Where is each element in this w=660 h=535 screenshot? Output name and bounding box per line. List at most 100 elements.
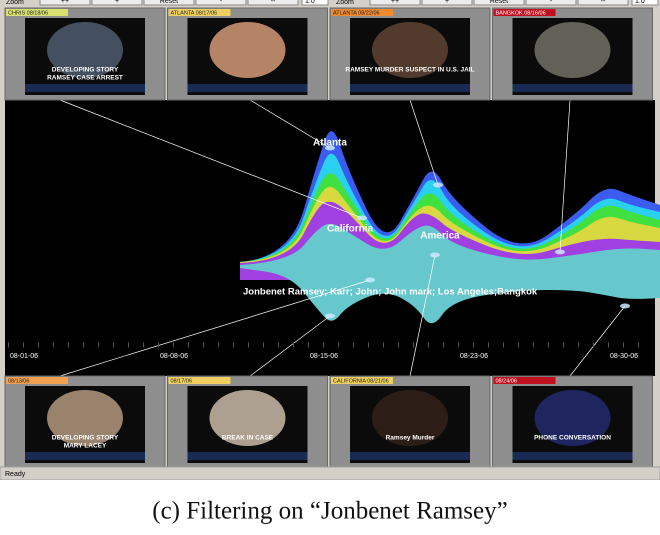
zoom-button-label: -- (271, 0, 276, 5)
thumbnail-ticker (25, 452, 145, 460)
zoom-button-label: ++ (61, 0, 69, 5)
stream-layers (240, 131, 660, 324)
timeline-date: 08-08-06 (160, 353, 188, 360)
thumbnail-ticker (187, 452, 308, 460)
thumbnail-tag (493, 377, 556, 384)
link-line (409, 99, 439, 186)
zoom-button[interactable] (525, 0, 577, 6)
link-dot (555, 249, 565, 255)
thumbnail-ticker (350, 84, 470, 92)
thumbnail-ticker (512, 452, 633, 460)
thumbnail-tag (168, 9, 231, 16)
thumbnail-tag-text: ATLANTA 08/22/06 (333, 10, 380, 16)
stream-label: California (327, 224, 374, 235)
zoom-value: 1.0 (305, 0, 315, 5)
link-line (569, 305, 626, 377)
timeline: 08-01-06 08-08-06 08-15-06 08-23-06 08-30-06 (10, 353, 638, 360)
thumbnail-tag (331, 377, 393, 384)
zoom-button-label: + (445, 0, 449, 5)
zoom-button[interactable] (39, 0, 91, 6)
zoom-button-label: ++ (391, 0, 399, 5)
zoom-button[interactable] (91, 0, 143, 6)
links (59, 99, 630, 377)
zoom-field (301, 0, 329, 6)
zoom-button-label: Reset (160, 0, 178, 5)
thumbnail-caption: Ramsey Murder (386, 435, 435, 442)
link-line (409, 254, 436, 377)
thumbnail-tag-text: ATLANTA 08/17/06 (171, 10, 218, 16)
link-dot (325, 145, 335, 151)
thumbnail-ticker (512, 84, 633, 92)
thumbnail-tag (6, 9, 68, 16)
thumbnail-caption: MARY LACEY (64, 443, 107, 450)
thumbnail-tag (331, 9, 393, 16)
zoom-label: Zoom (6, 0, 24, 6)
thumbnail-caption: DEVELOPING STORY (52, 435, 119, 442)
thumbnail-tag-text: BANGKOK 08/16/06 (496, 10, 546, 16)
zoom-button-label: - (220, 0, 223, 5)
zoom-button-label: + (115, 0, 119, 5)
link-dot (325, 313, 335, 319)
link-line (559, 99, 571, 253)
zoom-button[interactable] (421, 0, 473, 6)
caption-area (0, 480, 660, 535)
thumbnail-ticker (25, 84, 145, 92)
stream-layer (240, 223, 660, 324)
stream-label: Atlanta (313, 138, 347, 149)
zoom-button-label: -- (601, 0, 606, 5)
timeline-date: 08-01-06 (10, 353, 38, 360)
zoom-button[interactable] (577, 0, 629, 6)
thumbnail-tag-text: CHRIS 08/18/06 (8, 10, 48, 16)
thumbnail-subject (372, 22, 448, 78)
zoom-value: 1.0 (635, 0, 645, 5)
thumbnail-ticker (350, 452, 470, 460)
thumbnail-subject (209, 22, 286, 78)
zoom-button[interactable] (195, 0, 247, 6)
zoom-button-label: Reset (490, 0, 508, 5)
thumbnail-subject (209, 390, 286, 446)
zoom-button[interactable] (369, 0, 421, 6)
thumbnail-subject (47, 22, 123, 78)
link-dot (620, 303, 630, 309)
timeline-date: 08-15-06 (310, 353, 338, 360)
thumbnail-tag-text: 08/17/06 (171, 378, 192, 384)
stream-label: America (420, 231, 460, 242)
thumbnail-caption: DEVELOPING STORY (52, 67, 119, 74)
zoom-button-label: - (550, 0, 553, 5)
link-line (59, 279, 371, 377)
thumbnail-ticker (187, 84, 308, 92)
link-line (59, 99, 363, 219)
link-dot (365, 277, 375, 283)
thumbnail-subject (534, 390, 611, 446)
link-line (249, 99, 331, 149)
status-text: Ready (5, 471, 26, 478)
thumbnail-caption: RAMSEY CASE ARREST (47, 75, 123, 82)
zoom-field (631, 0, 659, 6)
thumbnail-caption: RAMSEY MURDER SUSPECT IN U.S. JAIL (345, 67, 474, 74)
thumbnail-caption: PHONE CONVERSATION (534, 435, 611, 442)
zoom-label: Zoom (336, 0, 354, 6)
thumbnail-tag-text: 08/24/06 (496, 378, 517, 384)
link-dot (430, 252, 440, 258)
zoom-button[interactable] (143, 0, 195, 6)
timeline-date: 08-30-06 (610, 353, 638, 360)
zoom-button[interactable] (247, 0, 299, 6)
thumbnail-subject (47, 390, 123, 446)
status-bar (0, 466, 660, 481)
link-dot (433, 182, 443, 188)
link-dot (357, 215, 367, 221)
thumbnail-tag (493, 9, 556, 16)
zoom-button[interactable] (473, 0, 525, 6)
thumbnail-subject (372, 390, 448, 446)
timeline-date: 08-23-06 (460, 353, 488, 360)
thumbnail-tag (168, 377, 231, 384)
thumbnail-tag-text: 08/13/06 (8, 378, 29, 384)
toolbar: Zoom ++ + Reset - -- 1.0 Zoom ++ + Reset - -- 1.0 (6, 0, 659, 6)
thumbnail-tag-text: CALIFORNIA 08/21/06 (333, 378, 389, 384)
figure-caption: (c) Filtering on “Jonbenet Ramsey” (152, 498, 507, 525)
thumbnail-caption: BREAK IN CASE (222, 435, 274, 442)
stream-label: Jonbenet Ramsey; Karr; John; John mark; … (243, 287, 538, 298)
link-line (249, 315, 331, 377)
